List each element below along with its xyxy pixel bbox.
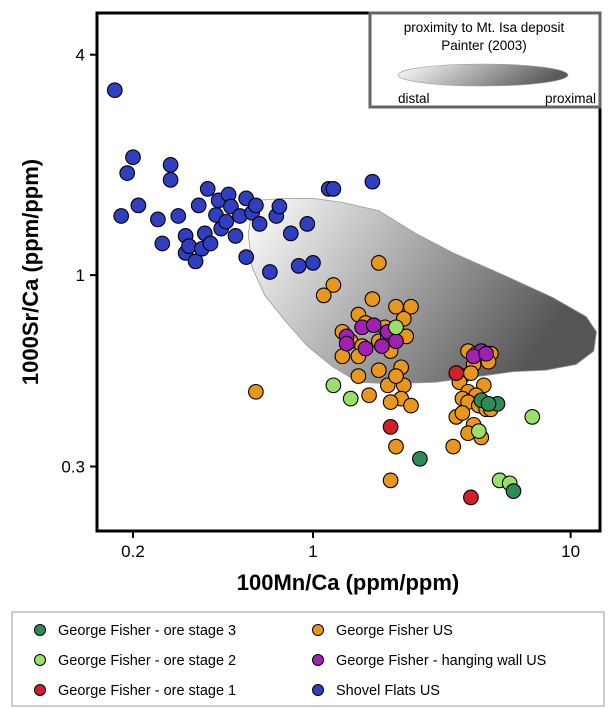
data-point: [448, 365, 465, 381]
data-point: [364, 173, 381, 190]
data-point: [382, 394, 399, 410]
data-point: [238, 249, 255, 265]
legend-label: Shovel Flats US: [336, 683, 440, 699]
legend-box: [11, 611, 605, 707]
x-axis-title: 100Mn/Ca (ppm/ppm): [237, 570, 459, 595]
data-point: [227, 228, 244, 244]
data-points: [106, 82, 541, 506]
data-point: [325, 277, 342, 293]
data-point: [181, 238, 197, 254]
data-point: [454, 405, 471, 421]
legend-marker: [312, 624, 324, 636]
data-point: [463, 489, 479, 506]
legend-label: George Fisher - hanging wall US: [336, 653, 546, 669]
data-point: [106, 82, 123, 99]
data-point: [315, 287, 332, 304]
data-point: [388, 438, 404, 455]
data-point: [357, 340, 374, 357]
data-point: [290, 258, 307, 274]
inset-reference: Painter (2003): [441, 38, 527, 53]
data-point: [382, 472, 399, 489]
data-point: [338, 335, 355, 352]
data-point: [248, 383, 264, 400]
legend-label: George Fisher US: [336, 623, 453, 639]
legend-label: George Fisher - ore stage 3: [58, 623, 236, 639]
data-point: [445, 438, 462, 455]
legend-label: George Fisher - ore stage 1: [58, 683, 236, 699]
x-axis: 0.2 1 10: [121, 531, 580, 561]
data-point: [382, 419, 399, 435]
y-axis: 0.3 1 4: [61, 46, 97, 477]
data-point: [342, 390, 359, 407]
data-point: [325, 181, 342, 197]
data-point: [187, 253, 204, 270]
data-point: [170, 208, 187, 224]
y-tick-label: 1: [76, 266, 85, 285]
data-point: [162, 172, 179, 188]
data-point: [478, 345, 495, 362]
data-point: [218, 213, 235, 230]
data-point: [271, 198, 288, 215]
data-point: [388, 319, 404, 336]
data-point: [299, 216, 316, 232]
data-point: [370, 255, 387, 271]
data-point: [374, 338, 390, 354]
data-point: [365, 317, 382, 334]
data-point: [162, 157, 179, 173]
data-point: [465, 348, 482, 365]
data-point: [388, 368, 404, 384]
proximity-field: [247, 198, 597, 385]
data-point: [282, 225, 299, 242]
data-point: [305, 255, 321, 271]
data-point: [325, 377, 342, 394]
data-point: [470, 423, 487, 439]
legend-marker: [312, 684, 324, 696]
inset-box: [368, 11, 602, 109]
inset-gradient-swatch: [397, 63, 569, 87]
inset-distal-label: distal: [398, 91, 430, 106]
legend-marker: [34, 684, 46, 696]
data-point: [403, 298, 419, 315]
data-point: [113, 208, 130, 224]
x-tick-label: 0.2: [121, 542, 145, 561]
legend-label: George Fisher - ore stage 2: [58, 653, 236, 669]
inset-title: proximity to Mt. Isa deposit: [404, 20, 565, 35]
data-point: [388, 333, 404, 350]
data-point: [505, 483, 522, 499]
data-point: [480, 395, 497, 412]
data-point: [403, 397, 419, 414]
data-point: [130, 197, 147, 214]
y-axis-title: 1000Sr/Ca (ppm/ppm): [18, 159, 43, 385]
data-point: [119, 165, 136, 181]
data-point: [202, 235, 219, 252]
data-point: [524, 409, 541, 425]
data-point: [150, 211, 166, 228]
data-point: [248, 197, 264, 214]
data-point: [412, 450, 428, 467]
data-point: [361, 387, 377, 404]
data-point: [190, 197, 207, 214]
y-tick-label: 0.3: [61, 458, 85, 477]
proximity-inset: proximity to Mt. Isa deposit Painter (20…: [368, 11, 602, 109]
plot-frame: [95, 11, 602, 533]
data-point: [350, 368, 367, 384]
legend: George Fisher - ore stage 3 George Fisher…: [11, 611, 605, 707]
inset-proximal-label: proximal: [545, 91, 596, 106]
x-tick-label: 1: [308, 542, 317, 561]
data-point: [125, 149, 141, 166]
legend-marker: [312, 654, 324, 666]
data-point: [199, 181, 216, 197]
legend-marker: [34, 654, 46, 666]
data-point: [251, 216, 268, 232]
x-tick-label: 10: [561, 542, 580, 561]
data-point: [223, 198, 239, 215]
data-point: [154, 235, 171, 252]
data-point: [370, 362, 387, 379]
legend-marker: [34, 624, 46, 636]
y-tick-label: 4: [76, 46, 85, 65]
data-point: [364, 291, 381, 307]
data-point: [262, 264, 278, 280]
